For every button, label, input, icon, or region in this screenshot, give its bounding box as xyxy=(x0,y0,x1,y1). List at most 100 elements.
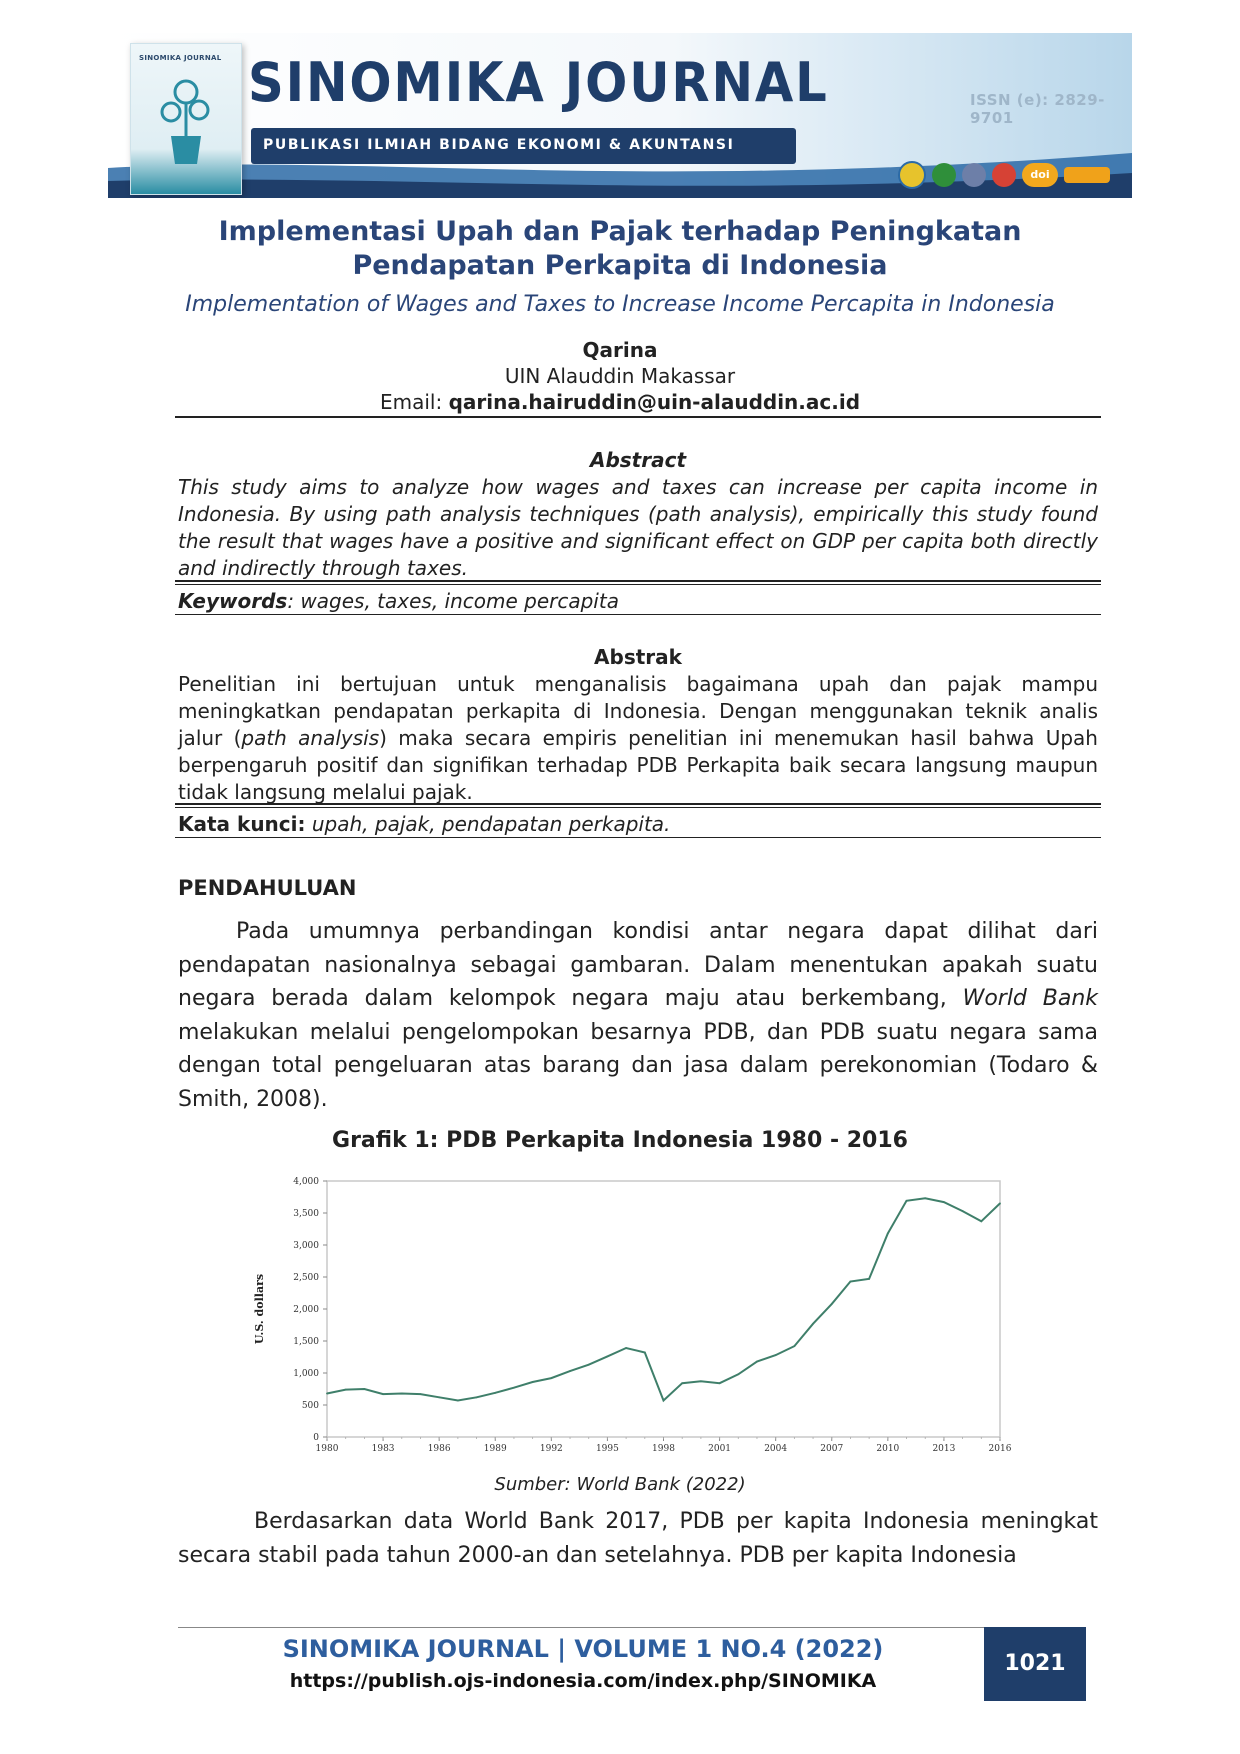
y-tick-label: 3,500 xyxy=(293,1209,319,1219)
gdp-data-point xyxy=(625,1347,628,1349)
gdp-data-point xyxy=(419,1393,422,1396)
gdp-data-point xyxy=(569,1370,571,1372)
body-paragraph: Pada umumnya perbandingan kondisi antar … xyxy=(178,915,1098,1116)
gdp-data-point xyxy=(718,1382,721,1385)
gdp-data-point xyxy=(943,1201,945,1204)
gdp-data-point xyxy=(849,1280,852,1283)
x-tick-label: 2001 xyxy=(708,1444,731,1454)
email-label: Email: xyxy=(379,390,443,414)
money-plant-icon xyxy=(160,79,210,164)
globe-logo-icon xyxy=(962,163,986,187)
crossref-logo-icon xyxy=(1064,167,1110,183)
x-tick-label: 2004 xyxy=(764,1444,787,1454)
issn-label: ISSN (e): 2829-9701 xyxy=(970,91,1105,127)
y-tick-label: 2,000 xyxy=(293,1305,319,1315)
gdp-data-point xyxy=(382,1393,384,1396)
indexing-logos: doi xyxy=(898,161,1110,189)
y-tick-label: 1,500 xyxy=(293,1337,319,1347)
gdp-data-point xyxy=(643,1351,646,1354)
abstrak-body: Penelitian ini bertujuan untuk menganali… xyxy=(178,671,1098,806)
author-email-line: Email: qarina.hairuddin@uin-alauddin.ac.… xyxy=(150,390,1090,414)
kata-kunci-label: Kata kunci: xyxy=(178,812,306,836)
gdp-data-point xyxy=(550,1377,553,1380)
doi-logo-icon: doi xyxy=(1022,163,1058,187)
gdp-data-point xyxy=(531,1381,534,1383)
x-tick-label: 1992 xyxy=(540,1444,563,1454)
divider xyxy=(175,807,1101,808)
gdp-data-point xyxy=(699,1380,702,1383)
keywords-text: : wages, taxes, income percapita xyxy=(287,589,619,613)
x-tick-label: 2013 xyxy=(932,1444,955,1454)
journal-subtitle-box: PUBLIKASI ILMIAH BIDANG EKONOMI & AKUNTA… xyxy=(251,128,796,164)
y-tick-label: 4,000 xyxy=(293,1177,319,1187)
y-tick-label: 1,000 xyxy=(293,1369,319,1379)
tut-wuri-logo-icon xyxy=(898,161,926,189)
gdp-data-point xyxy=(980,1220,983,1223)
body-paragraph: Berdasarkan data World Bank 2017, PDB pe… xyxy=(178,1509,1098,1568)
gdp-data-point xyxy=(961,1210,964,1212)
gdp-data-point xyxy=(587,1363,590,1366)
x-tick-label: 2016 xyxy=(989,1444,1012,1454)
y-tick-label: 500 xyxy=(302,1401,319,1411)
gdp-data-point xyxy=(363,1388,366,1390)
article-subtitle: Implementation of Wages and Taxes to Inc… xyxy=(185,292,1055,317)
divider xyxy=(175,803,1101,805)
gdp-data-point xyxy=(494,1391,497,1394)
gdp-data-point xyxy=(812,1322,814,1325)
gdp-data-point xyxy=(999,1202,1001,1205)
gdp-series-line xyxy=(326,1197,1001,1403)
footer-url[interactable]: https://publish.ojs-indonesia.com/index.… xyxy=(289,1670,877,1692)
x-tick-label: 2010 xyxy=(876,1444,899,1454)
footer-journal: SINOMIKA JOURNAL | VOLUME 1 NO.4 (2022) xyxy=(282,1635,884,1663)
x-tick-label: 1995 xyxy=(596,1444,619,1454)
cover-title: SINOMIKA JOURNAL xyxy=(139,54,222,62)
abstrak-italic-term: path analysis xyxy=(241,726,380,750)
x-tick-label: 1980 xyxy=(316,1444,339,1454)
gdp-data-point xyxy=(886,1232,889,1235)
gdp-data-point xyxy=(606,1355,609,1358)
page-number: 1021 xyxy=(1004,1651,1066,1676)
y-tick-label: 0 xyxy=(313,1433,319,1443)
footer-divider xyxy=(178,1627,988,1628)
paragraph-text: melakukan melalui pengelompokan besarnya… xyxy=(178,1019,1098,1112)
kata-kunci-text: upah, pajak, pendapatan perkapita. xyxy=(305,812,671,836)
figure-source: Sumber: World Bank (2022) xyxy=(494,1474,746,1495)
divider xyxy=(175,416,1101,418)
gdp-data-point xyxy=(400,1392,403,1395)
kata-kunci-line: Kata kunci: upah, pajak, pendapatan perk… xyxy=(178,812,1098,836)
x-tick-label: 1989 xyxy=(484,1444,507,1454)
journal-cover-thumbnail: SINOMIKA JOURNAL xyxy=(130,43,242,195)
y-axis-label: U.S. dollars xyxy=(253,1274,266,1344)
keywords-line: Keywords: wages, taxes, income percapita xyxy=(178,589,1098,613)
journal-name: SINOMIKA JOURNAL xyxy=(248,51,829,114)
abstrak-heading: Abstrak xyxy=(594,645,682,669)
x-tick-label: 2007 xyxy=(820,1444,843,1454)
abstrak-text: Penelitian ini bertujuan untuk menganali… xyxy=(178,672,1098,750)
divider xyxy=(175,837,1101,838)
gdp-data-point xyxy=(326,1392,328,1395)
abstrak-text: ) maka secara empiris penelitian ini men… xyxy=(178,726,1098,804)
divider xyxy=(175,584,1101,585)
gdp-line-chart: 0 500 1,000 1,500 2,000 2,500 3,000 3,500 4,000 1… xyxy=(253,1177,1012,1454)
divider xyxy=(175,614,1101,615)
gdp-data-point xyxy=(438,1396,441,1399)
figure-title: Grafik 1: PDB Perkapita Indonesia 1980 -… xyxy=(332,1128,908,1153)
keywords-label: Keywords xyxy=(178,589,288,613)
gdp-data-point xyxy=(868,1278,871,1280)
gdp-data-point xyxy=(830,1302,833,1305)
author-email[interactable]: qarina.hairuddin@uin-alauddin.ac.id xyxy=(448,390,861,414)
abstract-heading: Abstract xyxy=(589,448,687,472)
gdp-data-point xyxy=(793,1345,796,1348)
gdp-data-point xyxy=(924,1197,927,1200)
gdp-data-point xyxy=(774,1354,777,1356)
abstract-body: This study aims to analyze how wages and… xyxy=(178,475,1098,580)
gdp-data-point xyxy=(756,1360,758,1363)
x-tick-label: 1998 xyxy=(652,1444,675,1454)
banner-wave-graphic xyxy=(108,153,1132,198)
author-affiliation: UIN Alauddin Makassar xyxy=(504,364,736,388)
gdp-data-point xyxy=(905,1199,908,1202)
y-tick-label: 3,000 xyxy=(293,1241,319,1251)
journal-banner: SINOMIKA JOURNAL SINOMIKA JOURNAL PUBLIK… xyxy=(108,33,1132,198)
y-tick-label: 2,500 xyxy=(293,1273,319,1283)
author-name: Qarina xyxy=(582,338,658,362)
